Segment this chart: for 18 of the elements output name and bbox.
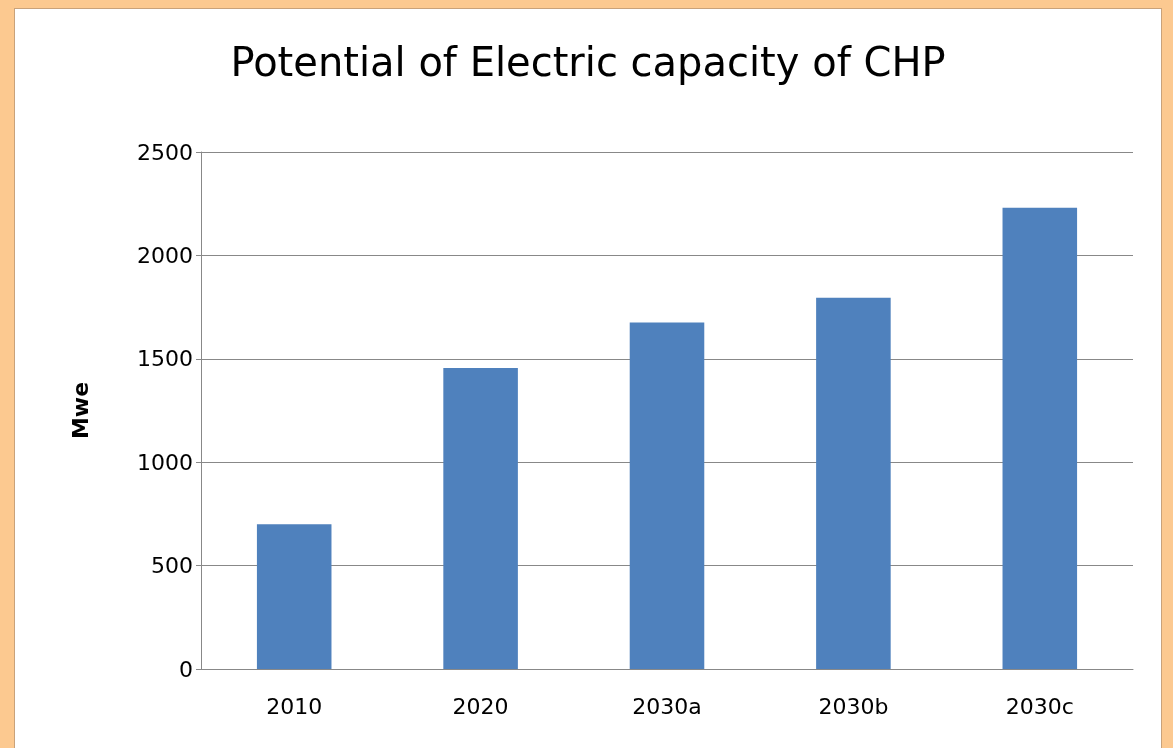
bar bbox=[256, 524, 332, 669]
bar bbox=[1002, 207, 1078, 669]
bar bbox=[816, 297, 891, 669]
y-tick-label: 1000 bbox=[137, 449, 193, 475]
x-tick-label: 2030a bbox=[632, 693, 702, 719]
y-axis-title: Mwe bbox=[67, 381, 93, 440]
chart-title: Potential of Electric capacity of CHP bbox=[230, 39, 946, 85]
x-tick-label: 2030b bbox=[818, 693, 889, 719]
y-tick-label: 2000 bbox=[137, 242, 193, 268]
y-tick-label: 2500 bbox=[137, 139, 193, 165]
x-tick-label: 2020 bbox=[452, 693, 509, 719]
x-tick-label: 2010 bbox=[266, 693, 323, 719]
y-tick-label: 1500 bbox=[137, 346, 193, 372]
y-tick-label: 0 bbox=[179, 656, 193, 682]
y-tick-label: 500 bbox=[151, 553, 193, 579]
bar bbox=[629, 322, 705, 669]
bar bbox=[443, 368, 518, 669]
x-tick-label: 2030c bbox=[1005, 693, 1074, 719]
